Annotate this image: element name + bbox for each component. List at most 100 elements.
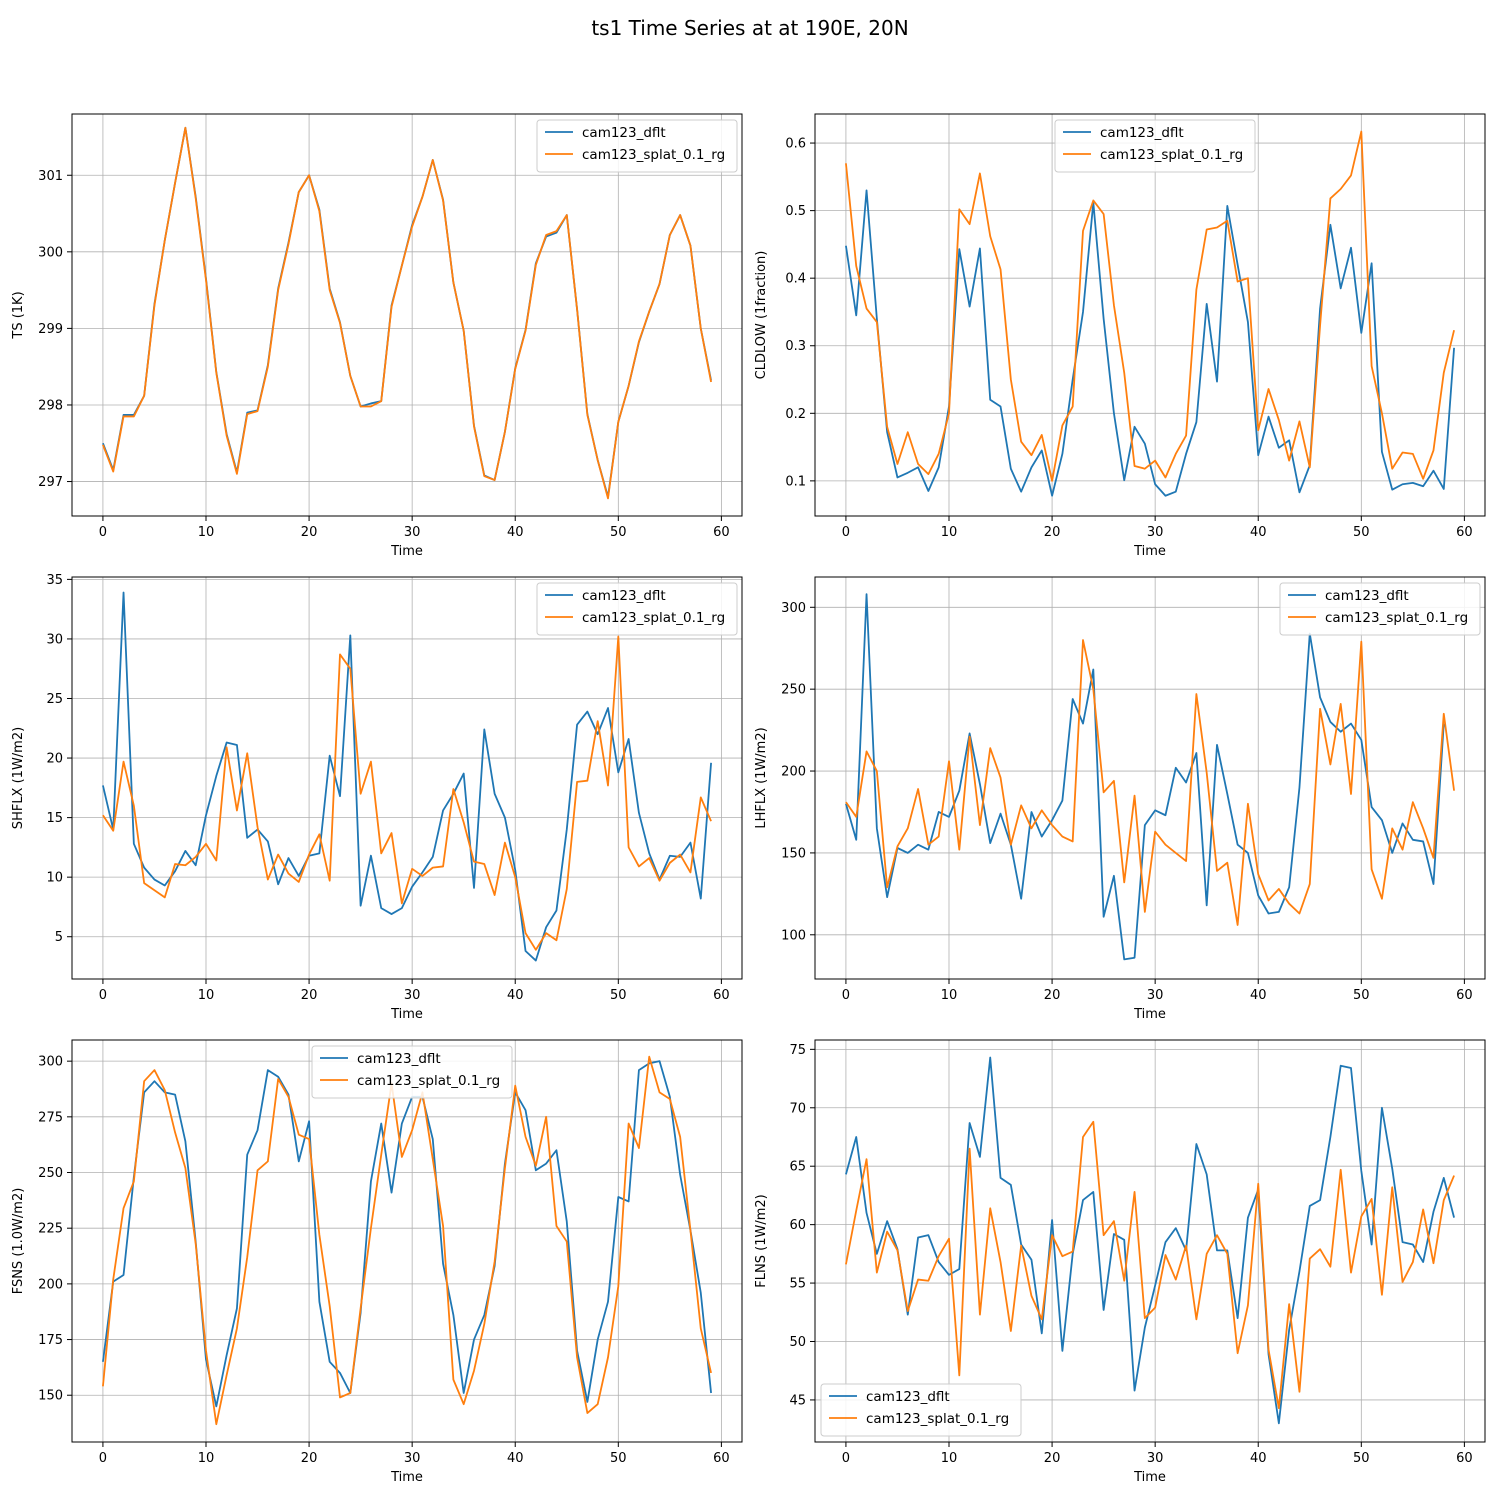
x-tick-label: 50 [1353,525,1370,540]
y-tick-label: 100 [781,928,806,943]
legend-box [1279,582,1481,636]
x-tick-label: 10 [941,525,958,540]
legend-label: cam123_splat_0.1_rg [357,1073,500,1089]
plot-frame [71,576,743,980]
legend-label: cam123_dflt [582,125,666,141]
legend-box [311,1045,513,1099]
legend-label: cam123_splat_0.1_rg [582,610,725,626]
y-tick-label: 150 [781,846,806,861]
x-tick-label: 20 [1044,1451,1061,1466]
x-tick-label: 40 [1250,525,1267,540]
x-tick-label: 10 [198,988,215,1003]
x-tick-label: 20 [301,988,318,1003]
y-tick-label: 0.4 [785,272,806,287]
y-tick-label: 0.2 [785,407,806,422]
legend-box [536,119,738,173]
x-axis-label: Time [390,544,423,559]
series-line-cam123-splat-0-1-rg [102,1055,712,1426]
x-tick-label: 50 [1353,988,1370,1003]
y-tick-label: 45 [789,1393,806,1408]
y-tick-label: 250 [38,1166,63,1181]
x-axis-label: Time [1133,544,1166,559]
x-tick-label: 60 [713,1451,730,1466]
x-tick-label: 40 [1250,988,1267,1003]
y-axis-label: FSNS (1.0W/m2) [11,1188,26,1295]
x-tick-label: 0 [99,1451,107,1466]
x-tick-label: 30 [404,1451,421,1466]
y-tick-label: 65 [789,1160,806,1175]
x-tick-label: 40 [507,988,524,1003]
legend-label: cam123_splat_0.1_rg [1325,610,1468,626]
x-tick-label: 30 [404,988,421,1003]
x-axis-label: Time [1133,1007,1166,1022]
x-tick-label: 60 [1456,525,1473,540]
chart-shflx: 0 10 20 30 40 50 60 5 10 15 20 25 30 35 Time SHFLX (1W/… [11,573,743,1022]
x-tick-label: 20 [301,525,318,540]
legend: cam123_dflt cam123_splat_0.1_rg [536,119,738,173]
chart-cldlow: 0 10 20 30 40 50 60 0.1 0.2 0.3 0.4 0.5 0.6 Time CLDLO… [754,113,1486,559]
x-tick-label: 30 [404,525,421,540]
y-tick-label: 5 [55,930,63,945]
x-tick-label: 50 [610,525,627,540]
x-tick-label: 50 [610,988,627,1003]
x-tick-label: 20 [1044,988,1061,1003]
x-axis-label: Time [390,1470,423,1485]
legend: cam123_dflt cam123_splat_0.1_rg [1054,119,1256,173]
x-tick-label: 60 [1456,988,1473,1003]
y-tick-label: 298 [38,398,63,413]
series-line-cam123-splat-0-1-rg [102,126,712,500]
x-tick-label: 0 [842,988,850,1003]
y-tick-label: 20 [46,752,63,767]
y-axis-label: LHFLX (1W/m2) [754,727,769,828]
x-tick-label: 50 [610,1451,627,1466]
y-tick-label: 15 [46,811,63,826]
x-tick-label: 60 [1456,1451,1473,1466]
legend-box [1054,119,1256,173]
y-tick-label: 10 [46,871,63,886]
y-tick-label: 50 [789,1335,806,1350]
x-tick-label: 10 [198,1451,215,1466]
legend-label: cam123_dflt [582,588,666,604]
legend-box [820,1383,1022,1437]
x-tick-label: 20 [301,1451,318,1466]
legend-label: cam123_dflt [357,1051,441,1067]
y-tick-label: 75 [789,1043,806,1058]
legend: cam123_dflt cam123_splat_0.1_rg [820,1383,1022,1437]
legend-box [536,582,738,636]
y-axis-label: SHFLX (1W/m2) [11,727,26,829]
x-tick-label: 40 [507,525,524,540]
x-tick-label: 40 [1250,1451,1267,1466]
x-tick-label: 40 [507,1451,524,1466]
x-tick-label: 10 [941,988,958,1003]
y-tick-label: 0.6 [785,137,806,152]
y-tick-label: 300 [781,601,806,616]
x-tick-label: 0 [842,525,850,540]
legend-label: cam123_dflt [866,1389,950,1405]
x-tick-label: 10 [198,525,215,540]
series-line-cam123-splat-0-1-rg [845,130,1455,482]
plot-frame [814,576,1486,980]
y-tick-label: 0.3 [785,339,806,354]
legend-label: cam123_splat_0.1_rg [866,1411,1009,1427]
y-tick-label: 299 [38,322,63,337]
y-tick-label: 70 [789,1101,806,1116]
plot-frame [814,1039,1486,1443]
y-axis-label: TS (1K) [11,291,26,339]
x-tick-label: 50 [1353,1451,1370,1466]
y-axis-label: CLDLOW (1fraction) [754,251,769,380]
x-tick-label: 30 [1147,1451,1164,1466]
plot-frame [71,1039,743,1443]
y-tick-label: 301 [38,169,63,184]
y-tick-label: 60 [789,1218,806,1233]
y-tick-label: 200 [38,1277,63,1292]
x-tick-label: 60 [713,988,730,1003]
x-tick-label: 20 [1044,525,1061,540]
y-axis-label: FLNS (1W/m2) [754,1194,769,1287]
legend-label: cam123_dflt [1100,125,1184,141]
x-tick-label: 30 [1147,988,1164,1003]
y-tick-label: 35 [46,573,63,588]
series-line-cam123-splat-0-1-rg [845,1120,1455,1410]
chart-lhflx: 0 10 20 30 40 50 60 100 150 200 250 300 Time LHFLX (1… [754,576,1486,1022]
x-tick-label: 0 [99,988,107,1003]
series-line-cam123-dflt [845,189,1455,497]
